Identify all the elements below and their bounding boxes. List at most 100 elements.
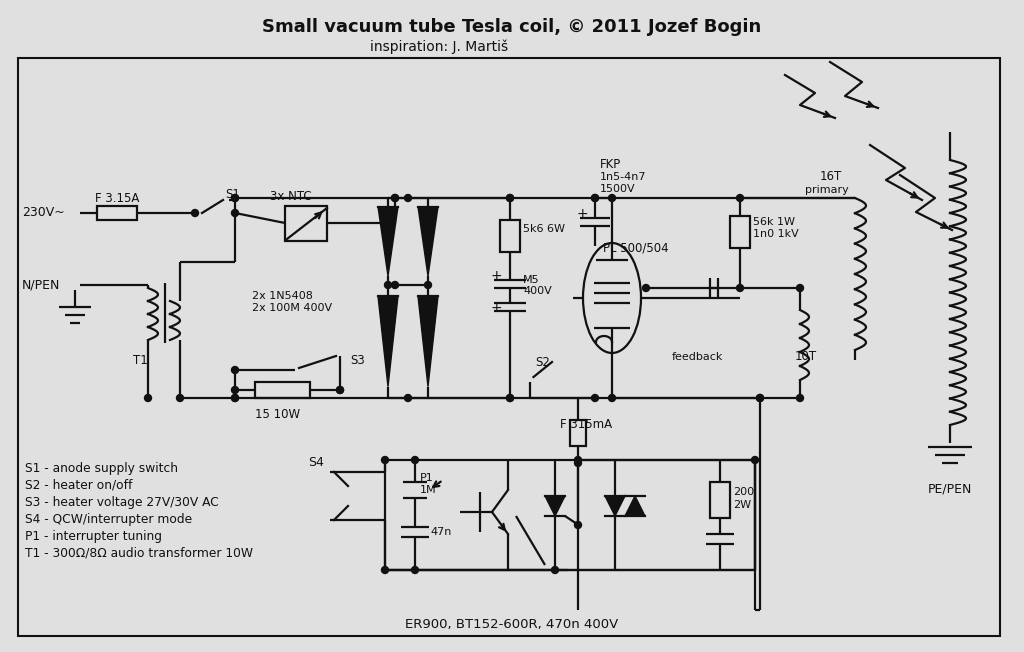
Circle shape [391, 194, 398, 201]
Circle shape [382, 567, 388, 574]
Text: S4 - QCW/interrupter mode: S4 - QCW/interrupter mode [25, 513, 193, 526]
Circle shape [608, 194, 615, 201]
Text: 16T: 16T [820, 171, 843, 183]
Text: 56k 1W: 56k 1W [753, 217, 795, 227]
Circle shape [592, 394, 598, 402]
Text: PE/PEN: PE/PEN [928, 482, 973, 496]
Bar [730, 216, 750, 248]
Text: F 3.15A: F 3.15A [95, 192, 139, 205]
Text: S3: S3 [350, 353, 365, 366]
Bar [18, 58, 1000, 636]
Text: PL 500/504: PL 500/504 [603, 241, 669, 254]
Circle shape [592, 194, 598, 201]
Polygon shape [418, 296, 438, 387]
Text: ER900, BT152-600R, 470n 400V: ER900, BT152-600R, 470n 400V [406, 618, 618, 631]
Text: 47n: 47n [430, 527, 452, 537]
Circle shape [574, 460, 582, 466]
Circle shape [231, 387, 239, 394]
Bar [500, 220, 520, 252]
Bar [570, 420, 586, 446]
Circle shape [507, 394, 513, 402]
Polygon shape [545, 496, 565, 516]
Polygon shape [378, 207, 398, 276]
Circle shape [391, 282, 398, 288]
Text: FKP: FKP [600, 158, 622, 171]
Text: S2 - heater on/off: S2 - heater on/off [25, 479, 132, 492]
Circle shape [412, 567, 419, 574]
Circle shape [574, 522, 582, 529]
Polygon shape [418, 207, 438, 276]
Text: feedback: feedback [672, 352, 723, 362]
Circle shape [231, 366, 239, 374]
Text: 1n5-4n7: 1n5-4n7 [600, 172, 646, 182]
Circle shape [592, 194, 598, 201]
Text: N/PEN: N/PEN [22, 278, 60, 291]
Circle shape [797, 394, 804, 402]
Text: P1: P1 [420, 473, 434, 483]
Bar [255, 382, 310, 398]
Text: S1 - anode supply switch: S1 - anode supply switch [25, 462, 178, 475]
Circle shape [176, 394, 183, 402]
Text: 10T: 10T [795, 351, 817, 364]
Text: S1: S1 [225, 188, 240, 201]
Circle shape [412, 456, 419, 464]
Circle shape [757, 394, 764, 402]
Circle shape [191, 209, 199, 216]
Text: primary: primary [805, 185, 849, 195]
Circle shape [507, 194, 513, 201]
Circle shape [507, 394, 513, 402]
Text: Small vacuum tube Tesla coil, © 2011 Jozef Bogin: Small vacuum tube Tesla coil, © 2011 Joz… [262, 18, 762, 36]
Text: P1 - interrupter tuning: P1 - interrupter tuning [25, 530, 162, 543]
Circle shape [574, 456, 582, 464]
Text: 3x NTC: 3x NTC [270, 190, 311, 203]
Text: T1 - 300Ω/8Ω audio transformer 10W: T1 - 300Ω/8Ω audio transformer 10W [25, 547, 253, 560]
Text: S4: S4 [308, 456, 324, 469]
Circle shape [404, 194, 412, 201]
Circle shape [752, 456, 759, 464]
Text: 230V~: 230V~ [22, 207, 65, 220]
Text: 400V: 400V [523, 286, 552, 296]
Text: +: + [490, 269, 502, 283]
Circle shape [425, 282, 431, 288]
Circle shape [231, 394, 239, 402]
Circle shape [391, 194, 398, 201]
Circle shape [231, 209, 239, 216]
Text: F 315mA: F 315mA [560, 419, 612, 432]
Circle shape [231, 394, 239, 402]
Text: 15 10W: 15 10W [255, 409, 300, 421]
Text: 2W: 2W [733, 500, 752, 510]
Circle shape [231, 194, 239, 201]
Text: T1: T1 [133, 353, 147, 366]
Circle shape [231, 194, 239, 201]
Circle shape [384, 282, 391, 288]
Circle shape [757, 394, 764, 402]
Circle shape [404, 394, 412, 402]
Polygon shape [378, 296, 398, 387]
Text: 1n0 1kV: 1n0 1kV [753, 229, 799, 239]
Circle shape [797, 284, 804, 291]
Text: 2x 1N5408: 2x 1N5408 [252, 291, 313, 301]
Circle shape [552, 567, 558, 574]
Text: S3 - heater voltage 27V/30V AC: S3 - heater voltage 27V/30V AC [25, 496, 219, 509]
Circle shape [736, 194, 743, 201]
Text: 5k6 6W: 5k6 6W [523, 224, 565, 234]
Circle shape [608, 394, 615, 402]
Bar [710, 482, 730, 518]
Text: +: + [577, 207, 589, 221]
Text: 1500V: 1500V [600, 184, 636, 194]
Bar [385, 460, 755, 570]
Bar [285, 206, 327, 241]
Text: S2: S2 [535, 357, 550, 370]
Circle shape [507, 194, 513, 201]
Circle shape [642, 284, 649, 291]
Circle shape [337, 387, 343, 394]
Circle shape [144, 394, 152, 402]
Bar [97, 206, 137, 220]
Circle shape [736, 284, 743, 291]
Text: 1M: 1M [420, 485, 436, 495]
Polygon shape [605, 496, 625, 516]
Text: +: + [490, 301, 502, 315]
Polygon shape [625, 496, 645, 516]
Text: inspiration: J. Martiš: inspiration: J. Martiš [370, 40, 508, 55]
Circle shape [337, 387, 343, 394]
